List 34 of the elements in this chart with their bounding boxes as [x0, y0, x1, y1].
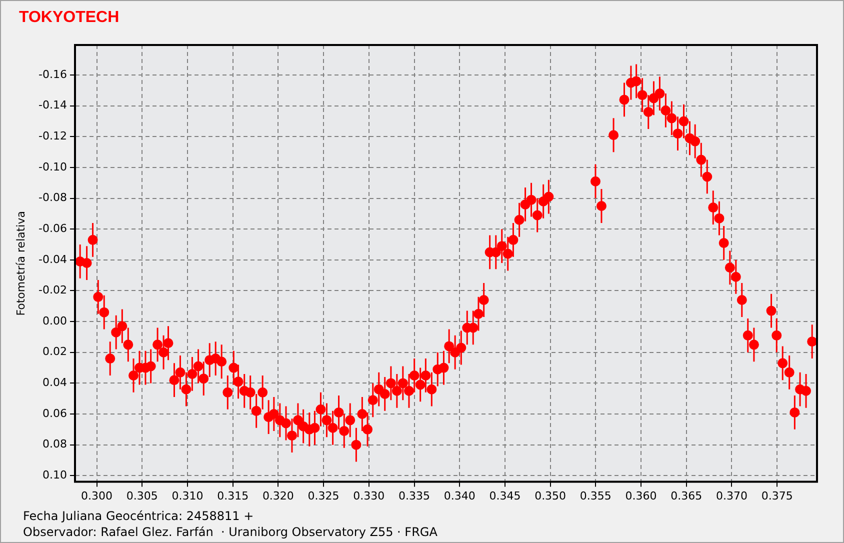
y-axis-title: Fotometría relativa	[14, 211, 28, 316]
x-tick-label: 0.350	[534, 489, 566, 502]
y-tick-label: 0.02	[42, 345, 67, 358]
x-tick-label: 0.300	[81, 489, 113, 502]
y-tick-label: 0.06	[42, 406, 67, 420]
y-tick-label: -0.04	[38, 252, 67, 266]
y-tick-label: 0.04	[42, 376, 67, 390]
x-tick-label: 0.305	[126, 489, 158, 502]
x-tick-label: 0.315	[217, 489, 249, 502]
text: Fecha Juliana Geocéntrica: 2458811 +	[23, 509, 254, 523]
x-tick-label: 0.355	[580, 489, 612, 502]
y-tick-label: -0.08	[38, 191, 67, 204]
x-tick-label: 0.345	[489, 489, 521, 502]
x-tick-label: 0.310	[172, 489, 204, 502]
y-tick-label: 0.10	[42, 468, 67, 482]
x-tick-label: 0.370	[716, 489, 748, 502]
y-tick-label: 0.00	[42, 314, 67, 328]
y-tick-label: -0.02	[38, 284, 67, 297]
x-tick-label: 0.325	[308, 489, 340, 502]
x-tick-label: 0.320	[262, 489, 294, 502]
x-tick-label: 0.330	[353, 489, 385, 502]
y-tick-label: -0.12	[38, 130, 67, 143]
x-tick-label: 0.360	[625, 489, 657, 502]
y-tick-label: -0.14	[38, 98, 67, 112]
x-tick-label: 0.340	[444, 489, 476, 502]
y-tick-label: 0.08	[42, 438, 67, 451]
chart-title: TOKYOTECH	[19, 9, 120, 27]
x-tick-label: 0.375	[761, 489, 793, 502]
y-tick-label: -0.06	[38, 222, 67, 235]
y-tick-label: -0.16	[38, 68, 67, 81]
x-tick-label: 0.365	[670, 489, 702, 502]
x-tick-label: 0.335	[398, 489, 430, 502]
text: Observador: Rafael Glez. Farfán · Uraniborg Observatory Z55 · FRGA	[23, 525, 438, 539]
y-tick-label: -0.10	[38, 160, 67, 174]
